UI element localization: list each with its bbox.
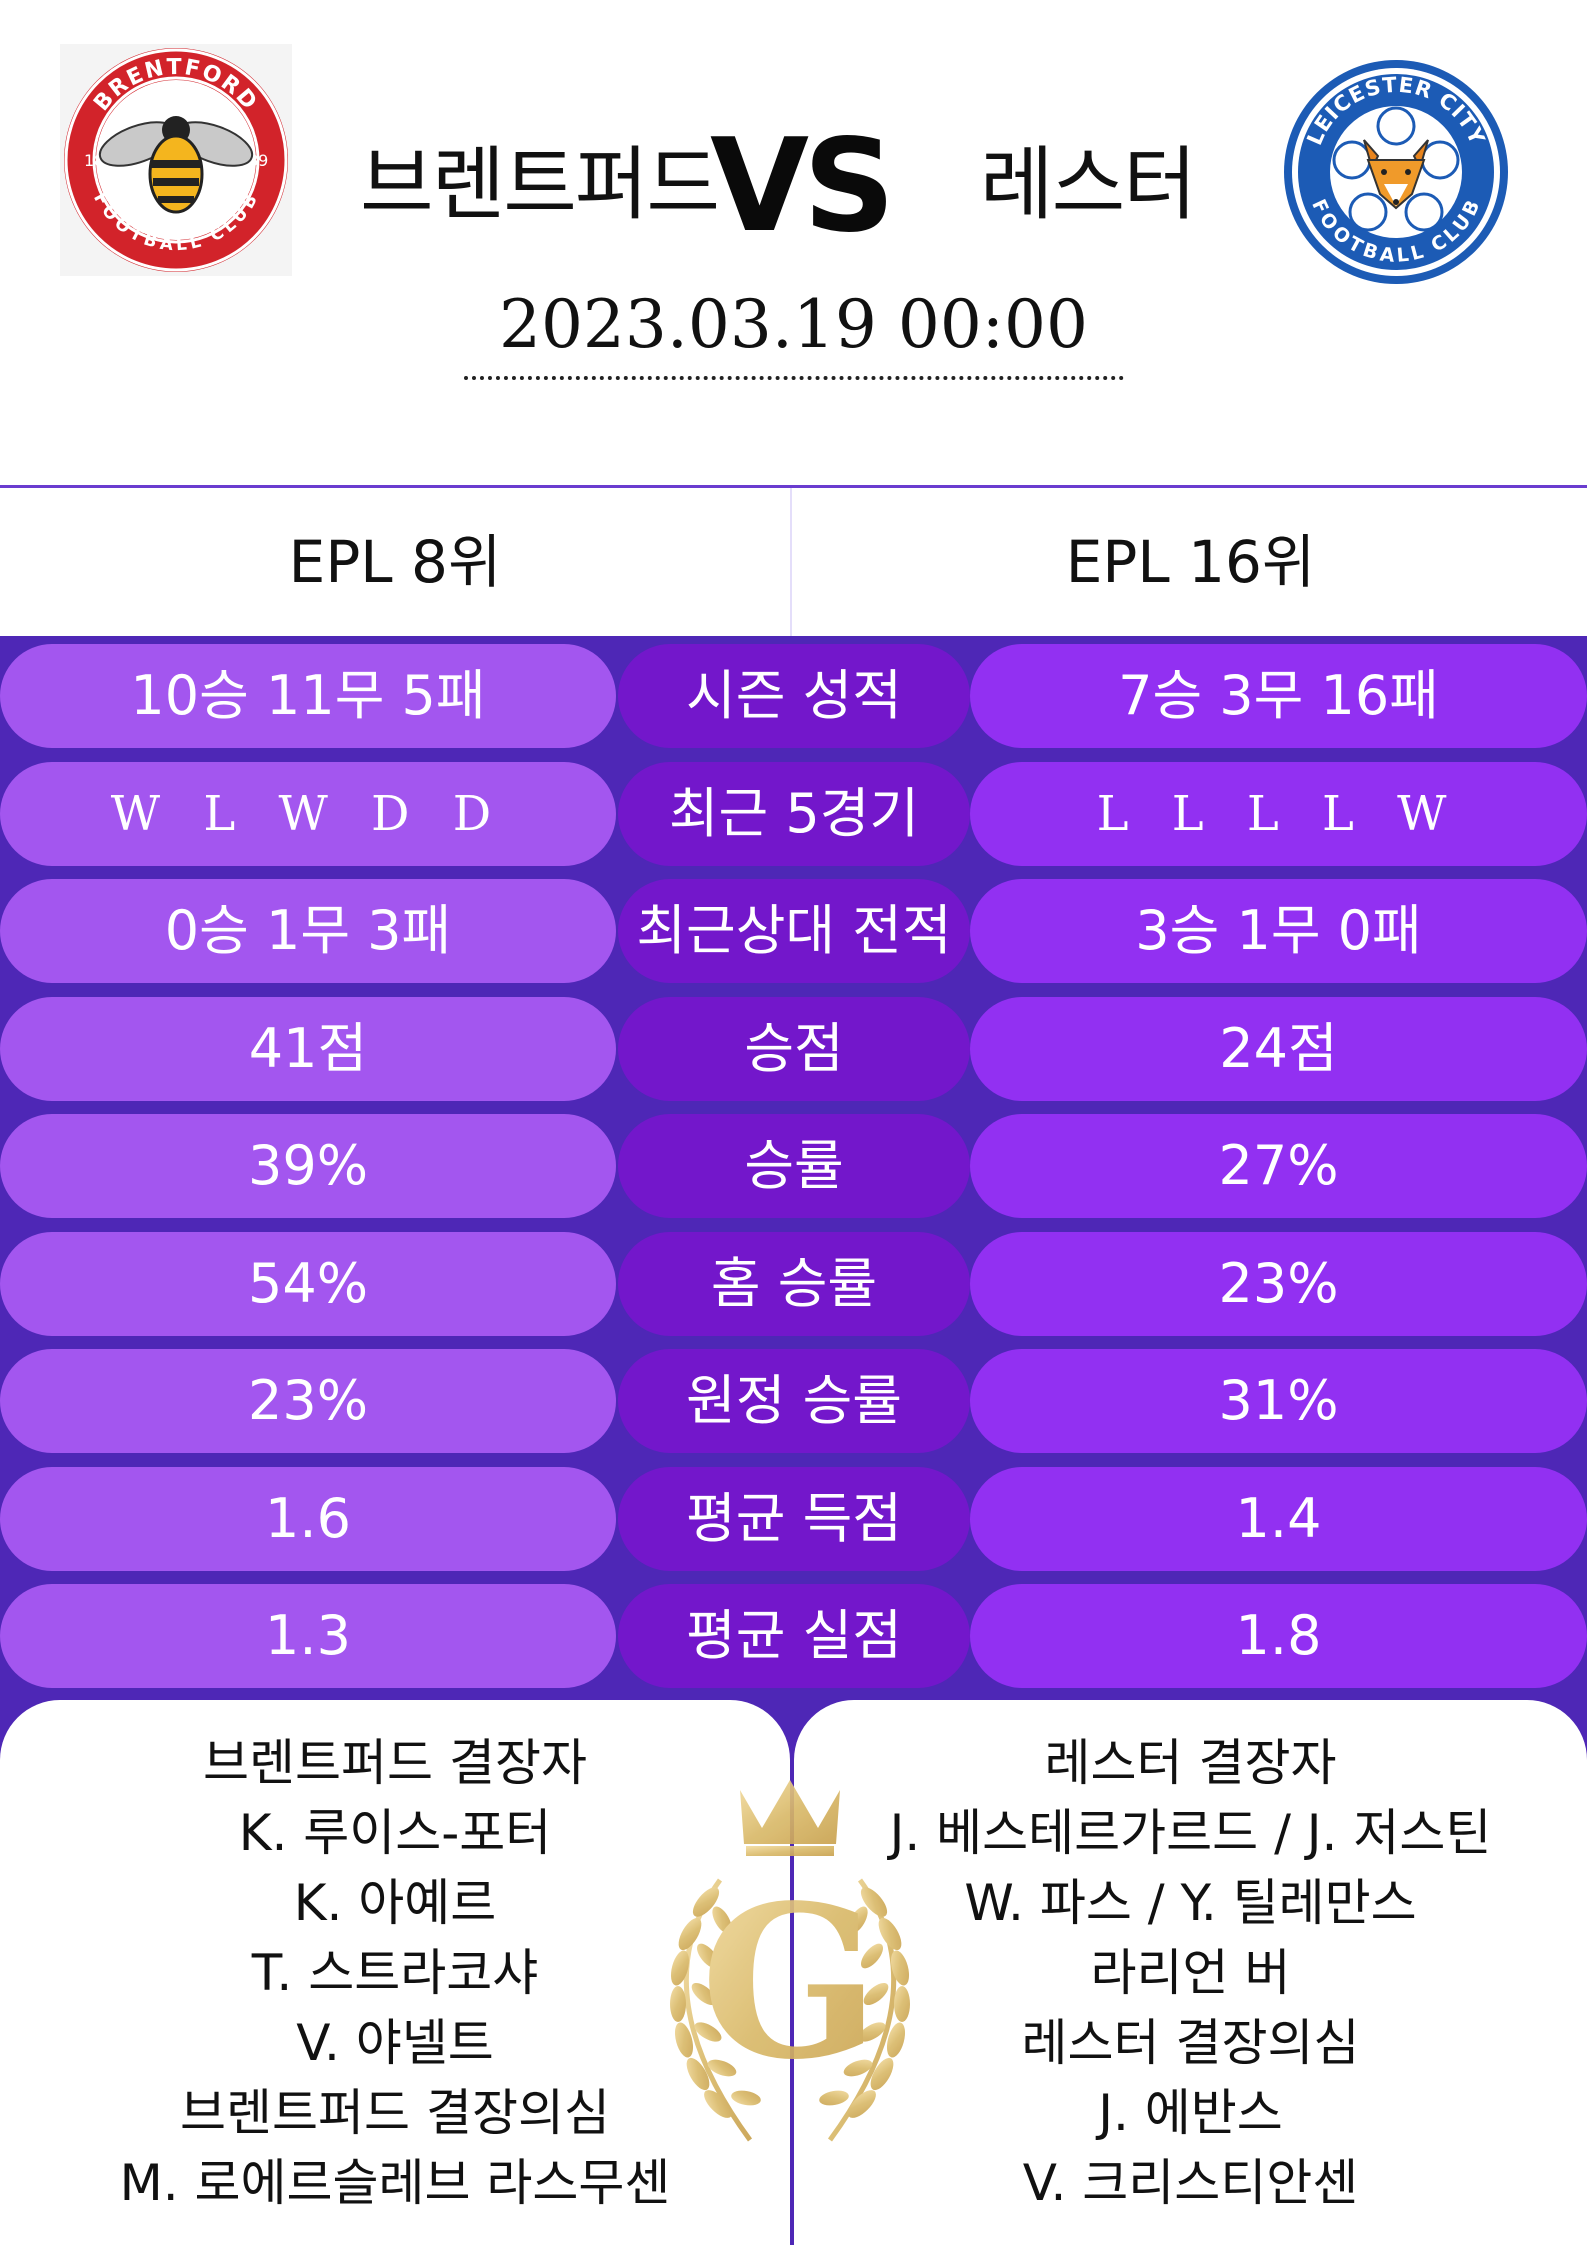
- leicester-crest-icon: LEICESTER CITY FOOTBALL CLUB: [1280, 56, 1512, 288]
- home-stat-value: 39%: [0, 1114, 616, 1218]
- absence-player: J. 베스테르가르드 / J. 저스틴: [889, 1804, 1492, 1862]
- svg-text:G: G: [700, 1859, 879, 2106]
- away-stat-value: 31%: [970, 1349, 1587, 1453]
- stat-label: 최근 5경기: [618, 762, 970, 866]
- away-stat-value: 1.4: [970, 1467, 1587, 1571]
- away-league-rank: EPL 16위: [790, 488, 1587, 636]
- match-datetime: 2023.03.19 00:00: [498, 286, 1089, 363]
- stat-row-home-win-rate: 54% 홈 승률 23%: [0, 1232, 1587, 1336]
- absence-player: 라리언 버: [1090, 1944, 1291, 2002]
- away-absence-card: 레스터 결장자 J. 베스테르가르드 / J. 저스틴 W. 파스 / Y. 틸…: [794, 1700, 1587, 2245]
- away-stat-value: 27%: [970, 1114, 1587, 1218]
- stat-row-season-record: 10승 11무 5패 시즌 성적 7승 3무 16패: [0, 644, 1587, 748]
- league-rank-row: EPL 8위 EPL 16위: [0, 488, 1587, 636]
- stat-row-avg-goals-scored: 1.6 평균 득점 1.4: [0, 1467, 1587, 1571]
- svg-text:89: 89: [248, 151, 268, 170]
- home-stat-value: 10승 11무 5패: [0, 644, 616, 748]
- away-team-name: 레스터: [980, 138, 1197, 231]
- stat-row-away-win-rate: 23% 원정 승률 31%: [0, 1349, 1587, 1453]
- away-stat-value: L L L L W: [970, 762, 1587, 866]
- absence-section: 브렌트퍼드 결장자 K. 루이스-포터 K. 아예르 T. 스트라코샤 V. 야…: [0, 1700, 1587, 2245]
- stat-label: 승점: [618, 997, 970, 1101]
- stat-row-win-rate: 39% 승률 27%: [0, 1114, 1587, 1218]
- absence-player: W. 파스 / Y. 틸레만스: [964, 1874, 1417, 1932]
- stat-row-recent-form: W L W D D 최근 5경기 L L L L W: [0, 762, 1587, 866]
- match-header: BRENTFORD FOOTBALL CLUB 18 89 브렌트퍼드 VS 레…: [0, 0, 1587, 488]
- doubtful-player: M. 로에르슬레브 라스무센: [119, 2154, 671, 2212]
- date-underline-divider: [464, 376, 1124, 380]
- doubtful-heading: 레스터 결장의심: [1021, 2014, 1360, 2072]
- doubtful-player: J. 에반스: [1098, 2084, 1283, 2142]
- stat-label: 평균 득점: [618, 1467, 970, 1571]
- away-stat-value: 7승 3무 16패: [970, 644, 1587, 748]
- absence-player: T. 스트라코샤: [251, 1944, 539, 2002]
- absence-player: K. 아예르: [293, 1874, 497, 1932]
- stat-row-avg-goals-conceded: 1.3 평균 실점 1.8: [0, 1584, 1587, 1688]
- home-stat-value: 0승 1무 3패: [0, 879, 616, 983]
- header-divider: [0, 485, 1587, 488]
- away-stat-value: 3승 1무 0패: [970, 879, 1587, 983]
- home-absence-card: 브렌트퍼드 결장자 K. 루이스-포터 K. 아예르 T. 스트라코샤 V. 야…: [0, 1700, 790, 2245]
- home-team-name: 브렌트퍼드: [360, 138, 720, 231]
- stats-table: 10승 11무 5패 시즌 성적 7승 3무 16패 W L W D D 최근 …: [0, 636, 1587, 1700]
- home-stat-value: W L W D D: [0, 762, 616, 866]
- away-stat-value: 1.8: [970, 1584, 1587, 1688]
- stat-label: 최근상대 전적: [618, 879, 970, 983]
- away-stat-value: 24점: [970, 997, 1587, 1101]
- absence-heading: 레스터 결장자: [1044, 1734, 1337, 1792]
- home-stat-value: 54%: [0, 1232, 616, 1336]
- home-stat-value: 1.6: [0, 1467, 616, 1571]
- absence-heading: 브렌트퍼드 결장자: [203, 1734, 587, 1792]
- home-stat-value: 1.3: [0, 1584, 616, 1688]
- stat-label: 평균 실점: [618, 1584, 970, 1688]
- brentford-crest-icon: BRENTFORD FOOTBALL CLUB 18 89: [60, 44, 292, 276]
- stat-label: 승률: [618, 1114, 970, 1218]
- vs-label: VS: [710, 112, 895, 261]
- doubtful-heading: 브렌트퍼드 결장의심: [180, 2084, 610, 2142]
- home-stat-value: 23%: [0, 1349, 616, 1453]
- home-stat-value: 41점: [0, 997, 616, 1101]
- crown-laurel-emblem-icon: G: [600, 1770, 980, 2170]
- absence-player: V. 야넬트: [296, 2014, 494, 2072]
- doubtful-player: V. 크리스티안센: [1022, 2154, 1359, 2212]
- stat-row-head-to-head: 0승 1무 3패 최근상대 전적 3승 1무 0패: [0, 879, 1587, 983]
- home-league-rank: EPL 8위: [288, 528, 502, 596]
- stat-label: 시즌 성적: [618, 644, 970, 748]
- stat-label: 원정 승률: [618, 1349, 970, 1453]
- away-stat-value: 23%: [970, 1232, 1587, 1336]
- stat-row-points: 41점 승점 24점: [0, 997, 1587, 1101]
- stat-label: 홈 승률: [618, 1232, 970, 1336]
- absence-player: K. 루이스-포터: [238, 1804, 552, 1862]
